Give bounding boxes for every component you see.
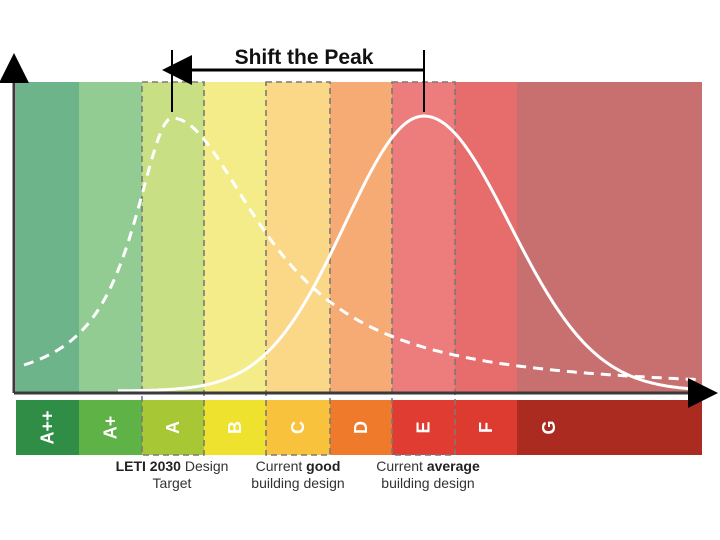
label-leti-line2: Target bbox=[152, 475, 192, 491]
band-bg-g bbox=[517, 82, 702, 393]
band-label-d: D bbox=[351, 421, 371, 434]
band-bg-b bbox=[204, 82, 266, 393]
band-bar-b bbox=[204, 400, 266, 455]
label-current-average: Current average building design bbox=[353, 458, 503, 492]
band-label-aplusplus: A++ bbox=[38, 410, 58, 444]
label-average-pre: Current bbox=[376, 458, 427, 474]
axes bbox=[0, 53, 718, 408]
shift-arrow bbox=[162, 50, 425, 112]
band-bg-a bbox=[142, 82, 204, 393]
diagram-title: Shift the Peak bbox=[235, 46, 374, 69]
band-bar-a bbox=[142, 400, 204, 455]
band-label-a: A bbox=[163, 421, 183, 434]
label-average-line2: building design bbox=[381, 475, 475, 491]
band-bg-d bbox=[330, 82, 392, 393]
band-bar-g bbox=[517, 400, 702, 455]
rating-bar: A++ A+ A B C D E F G bbox=[16, 400, 702, 455]
band-bg-c bbox=[266, 82, 330, 393]
current-distribution-curve bbox=[118, 114, 701, 393]
label-leti-target: LETI 2030 Design Target bbox=[97, 458, 247, 492]
band-bar-aplus bbox=[79, 400, 142, 455]
band-bar-e bbox=[392, 400, 455, 455]
band-label-e: E bbox=[414, 421, 434, 433]
highlight-box-c bbox=[265, 81, 331, 456]
band-bg-aplus bbox=[79, 82, 142, 393]
band-bar-d bbox=[330, 400, 392, 455]
band-label-b: B bbox=[225, 421, 245, 434]
label-good-bold: good bbox=[306, 458, 341, 474]
band-bg-f bbox=[455, 82, 517, 393]
band-bar-c bbox=[266, 400, 330, 455]
band-bar-aplusplus bbox=[16, 400, 79, 455]
label-good-pre: Current bbox=[255, 458, 307, 474]
label-leti-rest: Design bbox=[180, 458, 229, 474]
band-bg-aplusplus bbox=[16, 82, 79, 393]
label-good-line2: building design bbox=[251, 475, 345, 491]
band-label-f: F bbox=[476, 422, 496, 433]
band-label-g: G bbox=[539, 420, 559, 434]
band-label-aplus: A+ bbox=[101, 416, 121, 440]
target-distribution-curve bbox=[23, 116, 703, 382]
rating-band-backgrounds bbox=[16, 82, 702, 393]
label-current-good: Current good building design bbox=[223, 458, 373, 492]
band-bar-f bbox=[455, 400, 517, 455]
label-average-bold: average bbox=[426, 458, 480, 474]
label-leti-bold: LETI 2030 bbox=[115, 458, 181, 474]
band-label-c: C bbox=[288, 421, 308, 434]
